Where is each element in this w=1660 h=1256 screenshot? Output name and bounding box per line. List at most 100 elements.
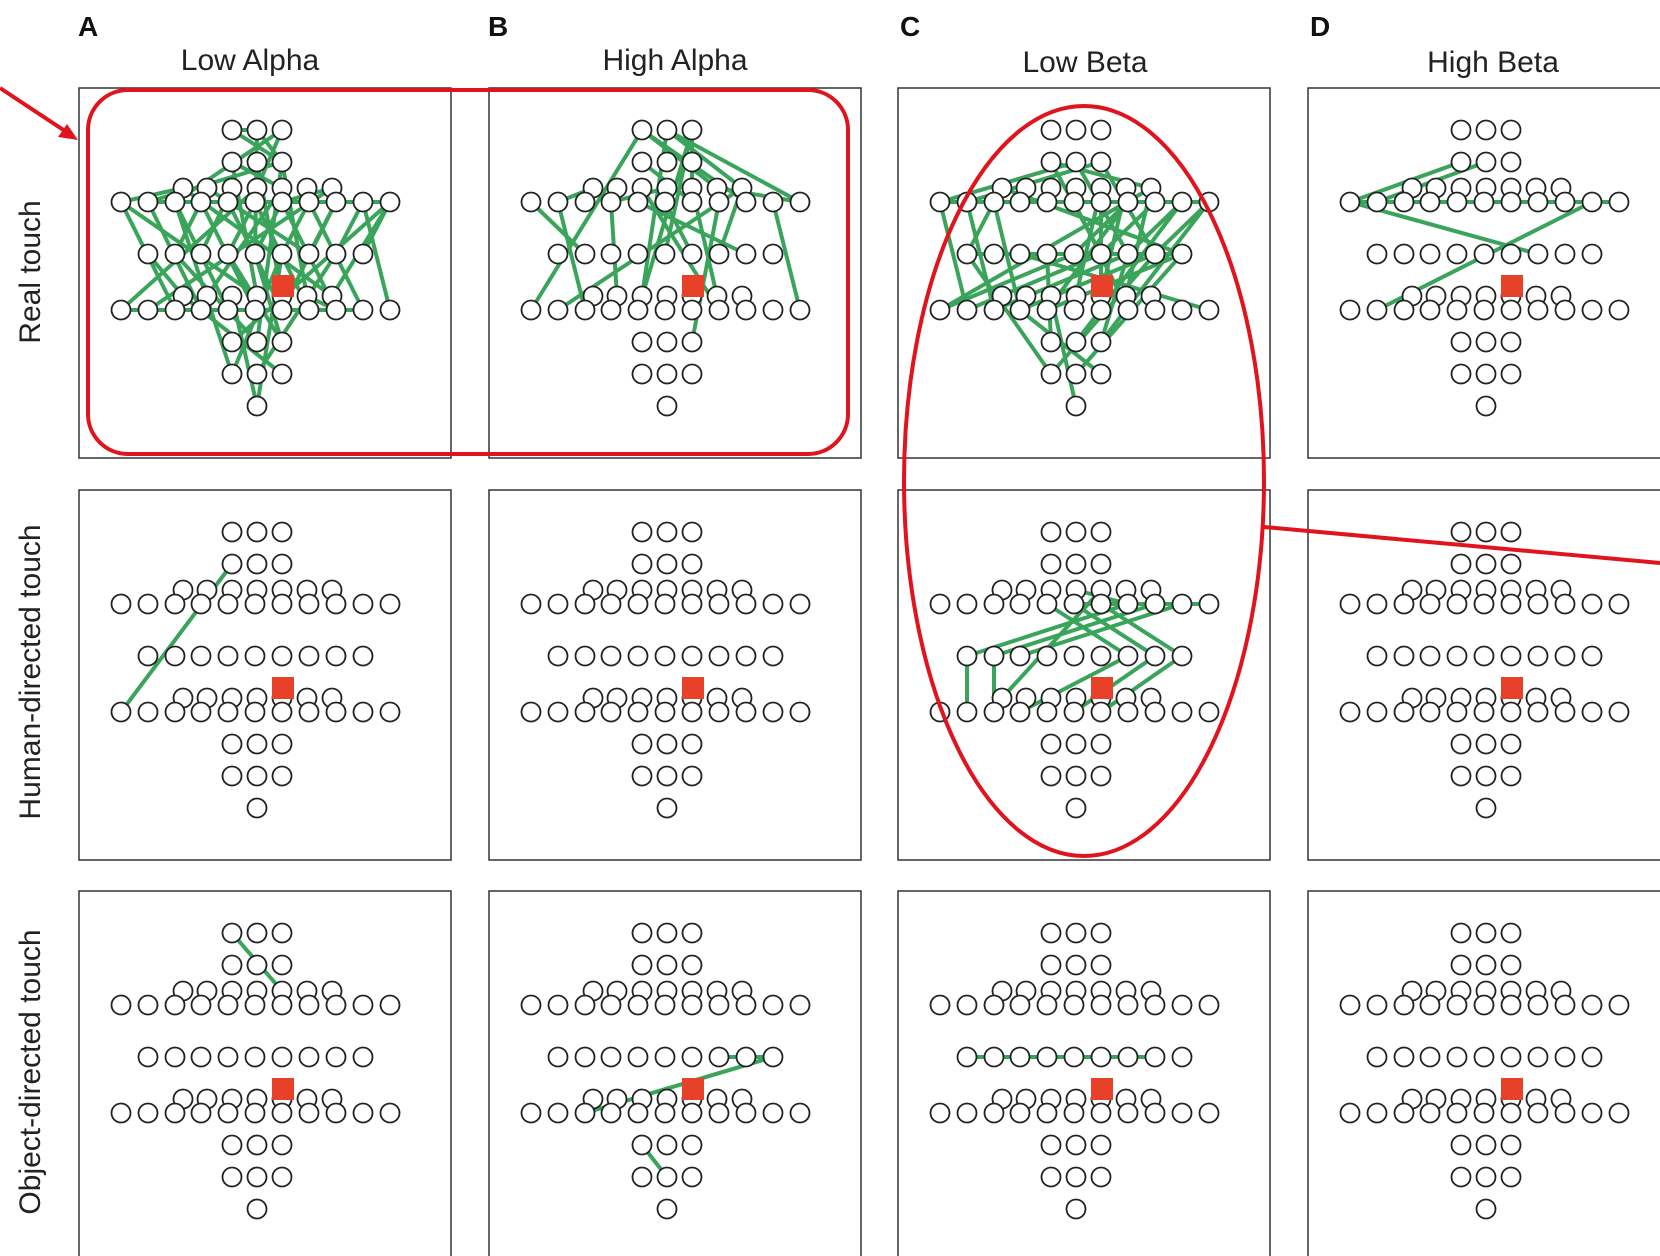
electrode [217, 593, 239, 615]
electrode [1036, 1102, 1058, 1124]
electrode [1090, 191, 1112, 213]
electrode [325, 593, 347, 615]
panel-r0-c0 [78, 87, 452, 459]
electrode [221, 553, 243, 575]
electrode [547, 1046, 569, 1068]
electrode [656, 119, 678, 141]
electrode [221, 954, 243, 976]
electrode [352, 299, 374, 321]
electrode [110, 994, 132, 1016]
electrode [656, 331, 678, 353]
electrode [1581, 191, 1603, 213]
electrode [600, 243, 622, 265]
electrode [631, 363, 653, 385]
electrode [137, 191, 159, 213]
electrode [762, 191, 784, 213]
electrode [217, 191, 239, 213]
electrode [1090, 151, 1112, 173]
electrode [762, 299, 784, 321]
row-headers: Real touch Human-directed touch Object-d… [14, 200, 47, 1214]
electrode [1366, 299, 1388, 321]
electrode [735, 1102, 757, 1124]
electrode [1040, 1166, 1062, 1188]
electrode [164, 1102, 186, 1124]
connection-line [938, 200, 969, 312]
electrode [1450, 733, 1472, 755]
electrode [1366, 1102, 1388, 1124]
electrode [1581, 299, 1603, 321]
electrode [1063, 645, 1085, 667]
electrode [1500, 1102, 1522, 1124]
electrode [1036, 994, 1058, 1016]
electrode [298, 645, 320, 667]
electrode [1527, 701, 1549, 723]
electrode [627, 701, 649, 723]
electrode [1475, 1198, 1497, 1220]
electrode [789, 701, 811, 723]
electrode [1581, 1102, 1603, 1124]
electrode [1475, 1134, 1497, 1156]
electrode [681, 151, 703, 173]
electrode [1366, 191, 1388, 213]
electrode [762, 593, 784, 615]
electrode [1339, 299, 1361, 321]
electrode [1009, 593, 1031, 615]
electrode [929, 1102, 951, 1124]
electrode [1009, 299, 1031, 321]
electrode [246, 363, 268, 385]
connection-line [1045, 602, 1130, 658]
electrode [1419, 645, 1441, 667]
electrode [656, 1166, 678, 1188]
electrode [1040, 151, 1062, 173]
electrode [681, 1102, 703, 1124]
electrode [1065, 521, 1087, 543]
electrode [520, 701, 542, 723]
electrode [1500, 765, 1522, 787]
electrode [631, 922, 653, 944]
connection-line [1000, 588, 1103, 700]
electrode [1475, 119, 1497, 141]
electrode [1117, 191, 1139, 213]
electrode [221, 1134, 243, 1156]
electrode [681, 1046, 703, 1068]
electrode [956, 1102, 978, 1124]
panel-frame [488, 489, 862, 861]
electrode [983, 701, 1005, 723]
electrode [547, 299, 569, 321]
electrode [708, 645, 730, 667]
electrode [217, 299, 239, 321]
electrode [735, 593, 757, 615]
electrode [244, 191, 266, 213]
electrode [1065, 954, 1087, 976]
electrode [217, 645, 239, 667]
electrode [1450, 1166, 1472, 1188]
electrode [1446, 1102, 1468, 1124]
connection-line [529, 200, 587, 256]
electrode [298, 243, 320, 265]
electrode [1171, 243, 1193, 265]
electrode [656, 395, 678, 417]
electrode [1040, 733, 1062, 755]
column-title-high-alpha: High Alpha [602, 44, 747, 77]
connection-line [992, 200, 1022, 312]
seed-electrode-marker [682, 677, 704, 699]
electrode [1419, 701, 1441, 723]
annotation-arrow-head [58, 124, 78, 140]
connection-line [253, 252, 284, 344]
electrode [631, 331, 653, 353]
electrode [137, 994, 159, 1016]
electrode [1446, 191, 1468, 213]
electrode [1393, 1046, 1415, 1068]
electrode [1475, 553, 1497, 575]
electrode [1475, 797, 1497, 819]
electrode [983, 1102, 1005, 1124]
electrode [244, 593, 266, 615]
electrode [1500, 733, 1522, 755]
electrode [681, 521, 703, 543]
electrode [246, 1134, 268, 1156]
electrode [110, 299, 132, 321]
electrode [1090, 733, 1112, 755]
electrode [137, 593, 159, 615]
electrode [654, 1102, 676, 1124]
panel-frame [897, 489, 1271, 861]
